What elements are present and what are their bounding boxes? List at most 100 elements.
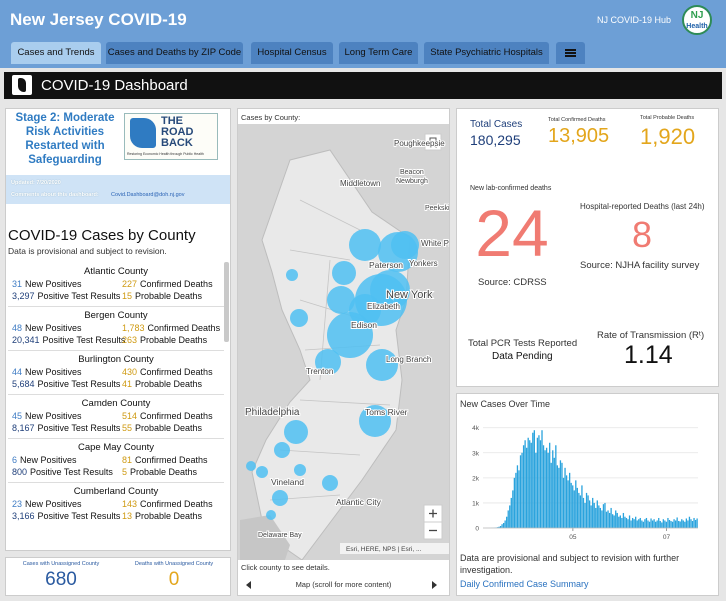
stat-label: Confirmed Deaths bbox=[135, 455, 208, 465]
tab[interactable]: Cases and Deaths by ZIP Code bbox=[106, 42, 243, 64]
unassigned-panel bbox=[5, 557, 231, 596]
county-divider bbox=[8, 482, 224, 483]
stat-number: 263 bbox=[122, 335, 138, 345]
bar bbox=[679, 521, 681, 528]
stat-label: Positive Test Results bbox=[30, 467, 113, 477]
county-list-title: COVID-19 Cases by County bbox=[8, 227, 196, 244]
stat-value: Data Pending bbox=[492, 351, 553, 362]
bar bbox=[610, 507, 612, 528]
road-back-word: ROAD bbox=[161, 126, 194, 138]
bar bbox=[542, 445, 545, 528]
bar bbox=[539, 440, 542, 528]
x-tick-label: 05 bbox=[569, 534, 577, 541]
bar bbox=[616, 512, 618, 528]
bar bbox=[671, 521, 674, 528]
map-footer-prev[interactable] bbox=[246, 581, 251, 589]
stat-label: New Positives bbox=[20, 455, 77, 465]
bar bbox=[664, 520, 666, 528]
stat-number: 5,684 bbox=[12, 379, 35, 389]
bar bbox=[576, 487, 578, 528]
bar bbox=[648, 521, 651, 528]
bar bbox=[635, 516, 637, 528]
tab[interactable]: Cases and Trends bbox=[11, 42, 101, 64]
bar bbox=[529, 440, 531, 528]
stat-number: 8,167 bbox=[12, 423, 35, 433]
tab[interactable]: Long Term Care bbox=[339, 42, 418, 64]
stat-number: 430 bbox=[122, 367, 138, 377]
stat-label: New Positives bbox=[25, 367, 82, 377]
bar bbox=[556, 465, 559, 528]
bar bbox=[670, 520, 672, 528]
bar bbox=[645, 517, 648, 528]
bar bbox=[625, 517, 628, 528]
stat-label: Probable Deaths bbox=[140, 335, 208, 345]
map-footer-next[interactable] bbox=[432, 581, 437, 589]
bar bbox=[618, 516, 620, 528]
x-tick-label: 07 bbox=[663, 534, 671, 541]
bar bbox=[550, 462, 552, 528]
county-stat: 23 New Positives bbox=[12, 499, 82, 509]
bar bbox=[604, 502, 606, 528]
stat-source: Source: NJHA facility survey bbox=[580, 260, 700, 271]
comments-email[interactable]: Covid.Dashboard@doh.nj.gov bbox=[111, 192, 185, 198]
stat-label: Positive Test Results bbox=[42, 335, 126, 345]
y-tick-label: 1k bbox=[472, 500, 480, 507]
county-stat: 81 Confirmed Deaths bbox=[122, 455, 208, 465]
county-stat: 143 Confirmed Deaths bbox=[122, 499, 213, 509]
nj-icon-shape bbox=[18, 78, 26, 92]
map-attribution: Esri, HERE, NPS | Esri, ... bbox=[346, 546, 422, 553]
bar bbox=[579, 495, 582, 528]
county-divider bbox=[8, 438, 224, 439]
bar bbox=[639, 517, 641, 528]
dashboard-title: COVID-19 Dashboard bbox=[41, 77, 188, 94]
bar bbox=[501, 524, 503, 528]
map[interactable]: Poughkeepsie Middletown Beacon Newburgh Peek… bbox=[238, 124, 449, 560]
bookmark-button[interactable] bbox=[424, 133, 442, 151]
bar bbox=[552, 450, 554, 528]
logo-nj: NJ bbox=[690, 10, 704, 21]
place-label: Elizabeth bbox=[367, 302, 400, 311]
county-stat: 800 Positive Test Results bbox=[12, 467, 113, 477]
scrollbar bbox=[224, 262, 229, 342]
bar bbox=[541, 430, 543, 528]
bar bbox=[544, 450, 546, 528]
place-label: Peekskill bbox=[425, 205, 449, 212]
stat-value: 1.14 bbox=[624, 341, 673, 369]
bar bbox=[587, 495, 589, 528]
unassigned-cases: 680 bbox=[45, 569, 77, 590]
bar bbox=[547, 452, 549, 528]
stat-value: 24 bbox=[475, 196, 549, 270]
county-stat: 227 Confirmed Deaths bbox=[122, 279, 213, 289]
county-list-note: Data is provisional and subject to revis… bbox=[8, 246, 167, 256]
county-divider bbox=[8, 350, 224, 351]
place-label: Trenton bbox=[306, 367, 333, 376]
bar bbox=[598, 505, 600, 528]
bar bbox=[516, 465, 519, 528]
chart-link[interactable]: Daily Confirmed Case Summary bbox=[460, 579, 589, 589]
bar bbox=[567, 480, 569, 528]
county-bubble bbox=[359, 405, 391, 437]
bar bbox=[631, 517, 634, 528]
bar bbox=[619, 515, 621, 528]
bar bbox=[608, 512, 611, 528]
stat-label: Confirmed Deaths bbox=[140, 367, 213, 377]
bar bbox=[696, 518, 698, 528]
bar bbox=[599, 507, 602, 528]
stat-number: 81 bbox=[122, 455, 133, 465]
hub-link[interactable]: NJ COVID-19 Hub bbox=[597, 15, 672, 25]
bar bbox=[564, 467, 566, 528]
county-stat: 55 Probable Deaths bbox=[122, 423, 202, 433]
tabs-icon[interactable] bbox=[556, 42, 585, 64]
county-stat: 3,166 Positive Test Results bbox=[12, 511, 120, 521]
tab[interactable]: State Psychiatric Hospitals bbox=[424, 42, 549, 64]
county-stat: 45 New Positives bbox=[12, 411, 82, 421]
place-label: Poughkeepsie bbox=[394, 139, 445, 148]
county-name: Burlington County bbox=[78, 354, 154, 365]
tab[interactable]: Hospital Census bbox=[251, 42, 333, 64]
bar bbox=[532, 432, 534, 528]
county-bubble bbox=[286, 269, 298, 281]
county-divider bbox=[8, 394, 224, 395]
bar bbox=[549, 442, 551, 528]
bar bbox=[582, 497, 585, 528]
